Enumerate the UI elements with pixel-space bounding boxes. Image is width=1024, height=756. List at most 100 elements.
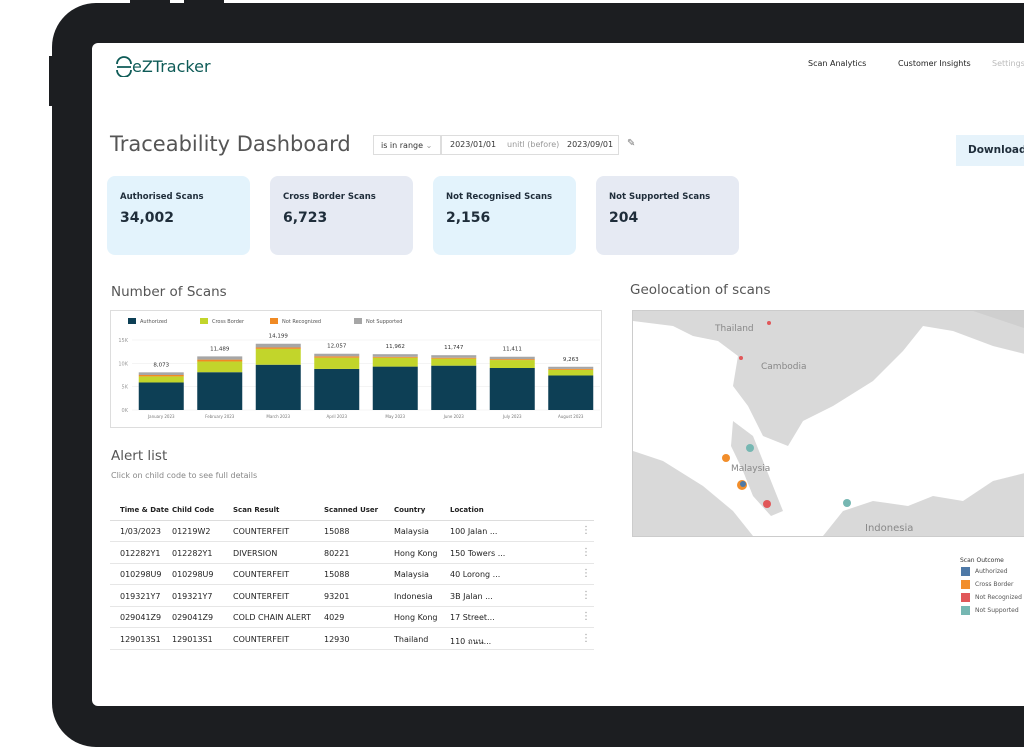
table-cell: 012282Y1	[120, 549, 161, 558]
frame-button	[184, 0, 224, 3]
land	[731, 421, 783, 516]
table-cell: 150 Towers ...	[450, 549, 506, 558]
legend-label: Not Supported	[366, 319, 402, 325]
bar-segment	[314, 368, 360, 410]
map-dot	[722, 454, 730, 462]
land	[973, 311, 1024, 328]
table-cell: 129013S1	[120, 635, 161, 644]
legend-label: Not Recognized	[975, 594, 1022, 601]
table-cell: 010298U9	[120, 570, 162, 579]
bar-segment	[138, 372, 184, 375]
table-cell: COUNTERFEIT	[233, 635, 290, 644]
filter-to[interactable]: 2023/09/01	[567, 140, 614, 149]
table-cell: 019321Y7	[120, 592, 161, 601]
legend-label: Authorized	[140, 319, 167, 325]
map-label: Cambodia	[761, 362, 807, 372]
filter-from[interactable]: 2023/01/01	[450, 140, 497, 149]
table-header: Location	[450, 506, 484, 514]
filter-operator[interactable]: is in range ⌄	[373, 135, 441, 155]
bar-segment	[197, 361, 243, 373]
table-cell[interactable]: 012282Y1	[172, 549, 213, 558]
bar-segment	[197, 356, 243, 360]
y-tick-label: 15K	[118, 338, 128, 344]
x-tick-label: February 2023	[205, 414, 235, 419]
bar-segment	[548, 366, 594, 369]
land	[823, 473, 1024, 536]
x-tick-label: August 2023	[558, 414, 584, 419]
map-dot	[843, 499, 851, 507]
table-cell: Indonesia	[394, 592, 433, 601]
download-button[interactable]: Download	[956, 135, 1024, 166]
map-dot	[746, 444, 754, 452]
table-cell[interactable]: 010298U9	[172, 570, 214, 579]
bar-segment	[431, 357, 477, 359]
row-menu[interactable]: ⋮	[581, 590, 591, 601]
edit-icon[interactable]: ✎	[627, 138, 636, 149]
bar-segment	[138, 382, 184, 410]
bar-segment	[548, 375, 594, 410]
legend-title: Scan Outcome	[960, 557, 1004, 564]
kpi-label: Cross Border Scans	[283, 192, 376, 202]
table-cell[interactable]: 029041Z9	[172, 613, 214, 622]
bar-segment	[431, 365, 477, 410]
kpi-label: Not Supported Scans	[609, 192, 711, 202]
bar-total-label: 9,263	[563, 357, 579, 363]
table-cell: COLD CHAIN ALERT	[233, 613, 311, 622]
table-rule	[110, 584, 594, 585]
filter-operator-text: is in range	[381, 141, 424, 150]
legend-label: Authorized	[975, 568, 1008, 575]
nav-link[interactable]: Customer Insights	[898, 59, 971, 68]
x-tick-label: July 2023	[502, 414, 522, 419]
x-tick-label: March 2023	[266, 414, 290, 419]
screen: eZTracker Scan Analytics Customer Insigh…	[92, 43, 1024, 706]
land	[633, 311, 1024, 446]
filter-range[interactable]	[441, 135, 619, 155]
bar-chart: 0K 5K 10K 15K Authorized Cross Border Not Reco…	[110, 310, 602, 428]
row-menu[interactable]: ⋮	[581, 633, 591, 644]
nav-link[interactable]: Scan Analytics	[808, 59, 867, 68]
table-cell: Malaysia	[394, 527, 429, 536]
bar-total-label: 11,747	[444, 345, 464, 351]
x-tick-label: January 2023	[147, 414, 175, 419]
bar-segment	[255, 348, 301, 365]
legend-swatch	[270, 318, 278, 324]
bar-segment	[255, 347, 301, 349]
bar-segment	[138, 376, 184, 383]
row-menu[interactable]: ⋮	[581, 568, 591, 579]
legend-swatch	[961, 593, 970, 602]
table-cell: 93201	[324, 592, 350, 601]
bar-segment	[548, 369, 594, 376]
map-title: Geolocation of scans	[630, 282, 771, 298]
bar-segment	[489, 356, 535, 360]
table-cell: 15088	[324, 570, 350, 579]
table-cell: 15088	[324, 527, 350, 536]
table-cell: DIVERSION	[233, 549, 278, 558]
row-menu[interactable]: ⋮	[581, 547, 591, 558]
row-menu[interactable]: ⋮	[581, 611, 591, 622]
kpi-value: 2,156	[446, 210, 491, 226]
table-cell[interactable]: 01219W2	[172, 527, 211, 536]
x-tick-label: May 2023	[385, 414, 405, 419]
table-cell: Malaysia	[394, 570, 429, 579]
row-menu[interactable]: ⋮	[581, 525, 591, 536]
map-dot	[740, 481, 746, 487]
y-tick-label: 0K	[122, 408, 129, 414]
bar-segment	[197, 372, 243, 410]
bar-total-label: 11,489	[210, 346, 230, 352]
table-header: Scanned User	[324, 506, 379, 514]
kpi-card: Cross Border Scans 6,723	[270, 176, 413, 255]
x-tick-label: April 2023	[326, 414, 347, 419]
table-cell: 80221	[324, 549, 350, 558]
table-rule	[110, 563, 594, 564]
bar-segment	[372, 356, 418, 358]
table-cell: COUNTERFEIT	[233, 592, 290, 601]
table-cell: 3B Jalan ...	[450, 592, 493, 601]
table-cell[interactable]: 019321Y7	[172, 592, 213, 601]
legend-label: Cross Border	[212, 319, 245, 325]
bar-segment	[314, 353, 360, 357]
map-dot	[767, 321, 771, 325]
table-cell[interactable]: 129013S1	[172, 635, 213, 644]
nav-link[interactable]: Settings	[992, 59, 1024, 68]
land	[633, 451, 753, 536]
page-title: Traceability Dashboard	[110, 132, 351, 156]
